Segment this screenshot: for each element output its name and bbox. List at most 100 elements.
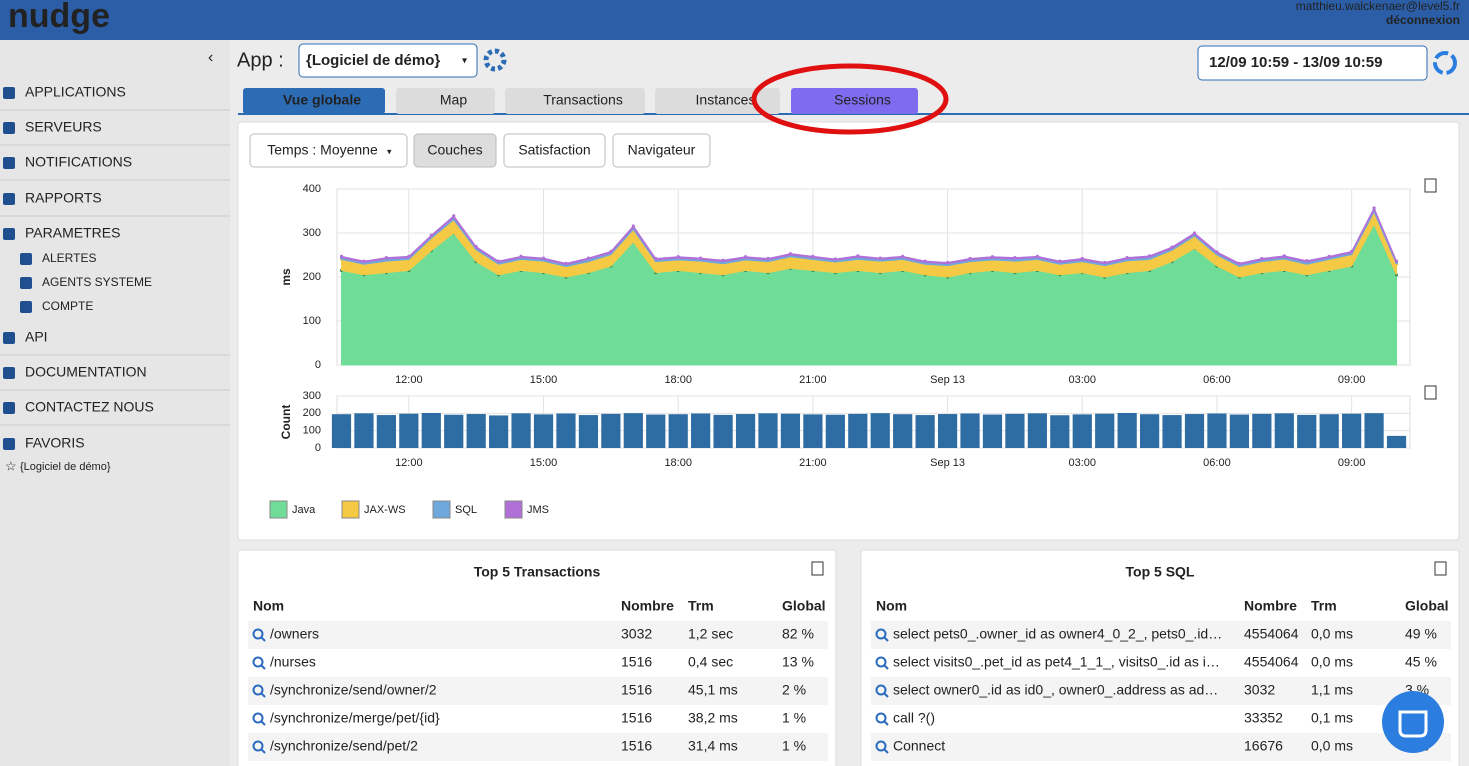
- row-link[interactable]: select owner0_.id as id0_, owner0_.addre…: [893, 682, 1218, 698]
- cell: 0,4 sec: [688, 654, 733, 670]
- row-link[interactable]: /synchronize/send/pet/2: [270, 738, 418, 754]
- zoom-icon: [260, 664, 266, 670]
- bar: [511, 413, 531, 448]
- row-link[interactable]: select pets0_.owner_id as owner4_0_2_, p…: [893, 626, 1222, 642]
- export-icon[interactable]: [1434, 561, 1447, 576]
- point: [384, 256, 388, 260]
- logout[interactable]: déconnexion: [1386, 13, 1460, 27]
- tab[interactable]: [655, 88, 780, 114]
- button-label[interactable]: Navigateur: [628, 142, 696, 158]
- chat-button[interactable]: [1382, 691, 1444, 753]
- tab-label[interactable]: Instances: [696, 92, 756, 108]
- button-label[interactable]: Satisfaction: [518, 142, 590, 158]
- menu-item[interactable]: ALERTES: [42, 251, 96, 265]
- y-tick-label: 200: [303, 271, 321, 283]
- x-tick-label: 12:00: [395, 374, 423, 386]
- button-label[interactable]: Temps : Moyenne: [267, 142, 378, 158]
- column-header: Trm: [1311, 598, 1337, 614]
- export-icon[interactable]: [1424, 385, 1437, 400]
- tab-label[interactable]: Map: [440, 92, 467, 108]
- menu-item[interactable]: CONTACTEZ NOUS: [25, 399, 154, 415]
- bar: [780, 413, 801, 448]
- menu-item[interactable]: DOCUMENTATION: [25, 364, 147, 380]
- menu-icon: [3, 367, 15, 379]
- settings-icon[interactable]: [483, 48, 507, 72]
- collapse[interactable]: ‹: [208, 49, 213, 66]
- row-link[interactable]: /nurses: [270, 654, 316, 670]
- header-bar: [0, 0, 1469, 40]
- cell: 0,0 ms: [1311, 738, 1353, 754]
- row-link[interactable]: Connect: [893, 738, 945, 754]
- button[interactable]: [612, 133, 711, 168]
- row-link[interactable]: select visits0_.pet_id as pet4_1_1_, vis…: [893, 654, 1220, 670]
- highlight-circle: [751, 63, 949, 135]
- x-tick-label: 15:00: [530, 374, 558, 386]
- menu-item[interactable]: APPLICATIONS: [25, 84, 126, 100]
- column-header: Nombre: [1244, 598, 1297, 614]
- row-link[interactable]: /synchronize/merge/pet/{id}: [270, 710, 440, 726]
- date-select[interactable]: [1197, 45, 1428, 81]
- button[interactable]: [249, 133, 408, 168]
- date-range[interactable]: 12/09 10:59 - 13/09 10:59: [1209, 54, 1382, 71]
- menu-item[interactable]: RAPPORTS: [25, 190, 102, 206]
- bar: [421, 412, 441, 448]
- row-link[interactable]: /synchronize/send/owner/2: [270, 682, 437, 698]
- bar: [1386, 435, 1407, 448]
- cell: 0,0 ms: [1311, 654, 1353, 670]
- zoom-icon: [252, 684, 264, 696]
- bar: [982, 414, 1003, 448]
- tab[interactable]: [505, 88, 645, 114]
- app-name[interactable]: {Logiciel de démo}: [306, 52, 440, 69]
- bar: [1342, 413, 1362, 448]
- tab[interactable]: [243, 88, 385, 114]
- menu-item[interactable]: COMPTE: [42, 299, 93, 313]
- chat-icon: [1398, 710, 1428, 738]
- cell: 3032: [1244, 682, 1275, 698]
- menu-item[interactable]: AGENTS SYSTEME: [42, 275, 152, 289]
- export-icon[interactable]: [811, 561, 824, 576]
- row-link[interactable]: /owners: [270, 626, 319, 642]
- tab-label[interactable]: Sessions: [834, 92, 891, 108]
- tab-label[interactable]: Vue globale: [283, 92, 361, 108]
- button[interactable]: [413, 133, 497, 168]
- point: [901, 254, 905, 258]
- bar: [1117, 412, 1137, 448]
- button[interactable]: [503, 133, 606, 168]
- point: [1327, 254, 1331, 258]
- y-tick-label: 200: [303, 407, 321, 419]
- legend-label: JAX-WS: [364, 504, 406, 516]
- menu-item[interactable]: PARAMETRES: [25, 225, 120, 241]
- bar: [1095, 413, 1115, 448]
- point: [497, 259, 501, 263]
- tab-label[interactable]: Transactions: [543, 92, 623, 108]
- cell: 45 %: [1405, 654, 1437, 670]
- cell: 0,0 ms: [1311, 626, 1353, 642]
- legend-label: Java: [292, 504, 316, 516]
- refresh-icon[interactable]: [1433, 51, 1457, 75]
- bar: [1229, 414, 1250, 448]
- menu-item[interactable]: API: [25, 329, 48, 345]
- favorite-link[interactable]: {Logiciel de démo}: [20, 461, 111, 473]
- menu-item[interactable]: FAVORIS: [25, 435, 85, 451]
- logo[interactable]: nudge: [8, 0, 110, 35]
- bar: [713, 414, 733, 448]
- point: [519, 254, 523, 258]
- zoom-icon: [875, 628, 887, 640]
- app-select[interactable]: [298, 43, 478, 78]
- zoom-icon: [252, 740, 264, 752]
- tab[interactable]: [396, 88, 495, 114]
- menu-item[interactable]: NOTIFICATIONS: [25, 154, 132, 170]
- row-link[interactable]: call ?(): [893, 710, 935, 726]
- x-tick-label: 09:00: [1338, 457, 1366, 469]
- legend-swatch: [504, 500, 523, 519]
- tab[interactable]: [791, 88, 918, 114]
- export-icon[interactable]: [1424, 178, 1437, 193]
- table-title: Top 5 SQL: [1126, 564, 1195, 580]
- button-label[interactable]: Couches: [427, 142, 482, 158]
- x-tick-label: 06:00: [1203, 457, 1231, 469]
- row-bg: [871, 621, 1451, 649]
- menu-item[interactable]: SERVEURS: [25, 119, 102, 135]
- sidebar: [0, 40, 230, 766]
